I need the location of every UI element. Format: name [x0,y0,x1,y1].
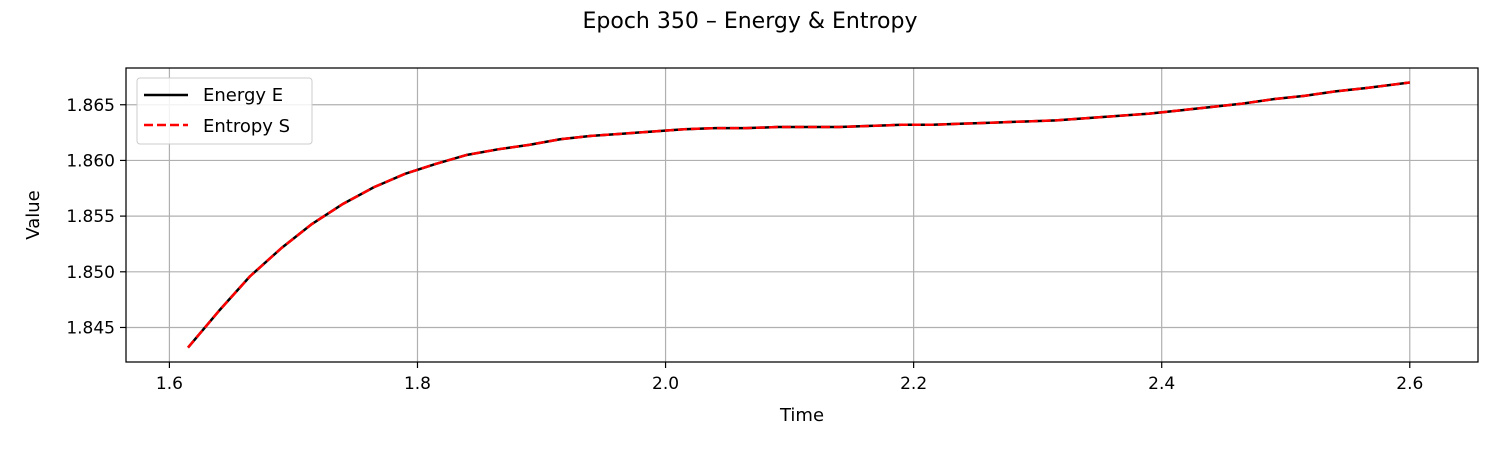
y-tick-label: 1.860 [66,151,115,171]
y-axis-label: Value [23,190,44,239]
y-tick-label: 1.855 [66,207,115,227]
x-tick-label: 2.6 [1396,374,1423,394]
plot-area [126,68,1478,362]
grid [126,68,1478,362]
entropy-series-line [187,81,1410,349]
y-tick-label: 1.845 [66,318,115,338]
series-layer [187,81,1410,349]
x-axis-label: Time [779,405,824,426]
x-tick-label: 2.0 [652,374,679,394]
x-tick-label: 1.8 [404,374,431,394]
legend-energy-label: Energy E [203,85,283,106]
legend-entropy-label: Entropy S [203,116,290,137]
x-tick-label: 1.6 [156,374,183,394]
chart-title: Epoch 350 – Energy & Entropy [583,9,918,34]
x-tick-label: 2.4 [1148,374,1175,394]
y-tick-label: 1.865 [66,96,115,116]
ticks: 1.6 1.8 2.0 2.2 2.4 2.6 1.845 1.850 1.855 1.860 1.… [66,96,1423,394]
plot-frame [125,67,1479,363]
y-tick-label: 1.850 [66,263,115,283]
x-tick-label: 2.2 [900,374,927,394]
legend: Energy E Entropy S [136,77,313,145]
